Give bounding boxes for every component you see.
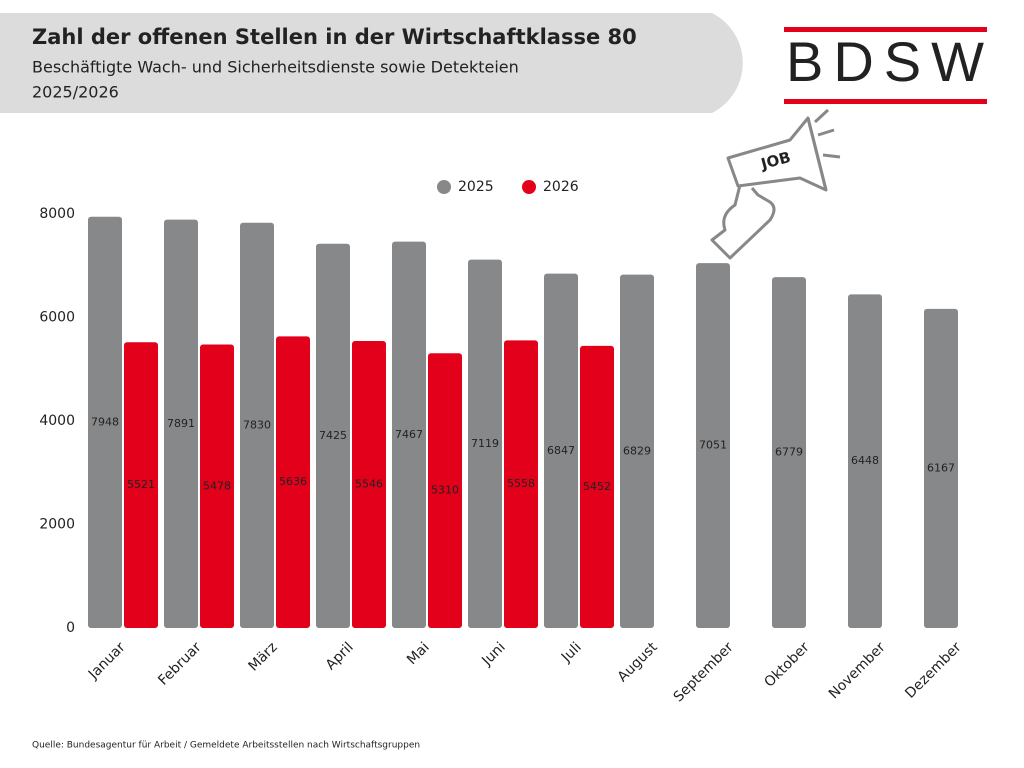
y-tick-label: 4000 (39, 413, 75, 429)
value-label: 5478 (203, 479, 231, 492)
value-label: 7948 (91, 415, 119, 428)
megaphone-icon (710, 108, 841, 260)
logo-text: BDSW (786, 30, 984, 93)
value-label: 7051 (699, 439, 727, 452)
bar (504, 340, 538, 628)
bar (924, 308, 958, 628)
y-tick-label: 6000 (39, 310, 75, 326)
value-label: 5452 (583, 480, 611, 493)
value-label: 5636 (279, 475, 307, 488)
x-tick-label: Oktober (761, 639, 812, 690)
legend-label: 2026 (543, 179, 579, 195)
icon-text: JOB (758, 148, 792, 173)
value-label: 7830 (243, 418, 271, 431)
bar (848, 294, 882, 628)
y-tick-label: 8000 (39, 206, 75, 222)
logo-rule (784, 99, 987, 104)
bar (352, 340, 386, 628)
x-tick-label: November (826, 639, 889, 702)
x-tick-label: September (671, 639, 737, 705)
bar (200, 344, 234, 628)
value-label: 5546 (355, 477, 383, 490)
value-label: 7467 (395, 428, 423, 441)
bar (696, 263, 730, 628)
y-tick-label: 0 (66, 620, 75, 636)
bar (88, 216, 122, 629)
value-label: 7425 (319, 429, 347, 442)
bar (428, 353, 462, 628)
value-label: 5521 (127, 478, 155, 491)
header-band (0, 13, 743, 113)
bar (316, 243, 350, 628)
bar (276, 336, 310, 628)
value-label: 6847 (547, 444, 575, 457)
value-label: 5558 (507, 477, 535, 490)
bar (124, 342, 158, 628)
bar (772, 277, 806, 628)
bar (240, 222, 274, 629)
chart-period: 2025/2026 (32, 83, 119, 102)
x-tick-label: April (323, 639, 357, 673)
bar (164, 219, 198, 628)
value-label: 5310 (431, 484, 459, 497)
legend-label: 2025 (458, 179, 494, 195)
value-label: 7119 (471, 437, 499, 450)
value-label: 6167 (927, 461, 955, 474)
value-label: 6448 (851, 454, 879, 467)
value-label: 6829 (623, 444, 651, 457)
x-tick-label: Januar (85, 639, 129, 683)
x-tick-label: Juli (558, 639, 585, 666)
value-label: 7891 (167, 417, 195, 430)
source-note: Quelle: Bundesagentur für Arbeit / Gemel… (32, 741, 420, 751)
x-tick-label: Dezember (902, 639, 965, 702)
bar (392, 241, 426, 628)
legend-swatch (522, 180, 536, 194)
bar (544, 273, 578, 628)
bar (580, 345, 614, 628)
chart-title: Zahl der offenen Stellen in der Wirtscha… (32, 25, 637, 49)
chart-subtitle: Beschäftigte Wach- und Sicherheitsdienst… (32, 58, 519, 77)
x-tick-label: August (615, 639, 661, 685)
x-tick-label: Mai (404, 639, 433, 668)
x-tick-label: März (245, 639, 280, 674)
x-tick-label: Februar (155, 639, 204, 688)
bar (468, 259, 502, 628)
value-label: 6779 (775, 446, 803, 459)
bar (620, 274, 654, 628)
x-tick-label: Juni (478, 639, 508, 669)
y-tick-label: 2000 (39, 517, 75, 533)
logo: BDSW (784, 27, 987, 104)
legend-swatch (437, 180, 451, 194)
logo-rule (784, 27, 987, 32)
